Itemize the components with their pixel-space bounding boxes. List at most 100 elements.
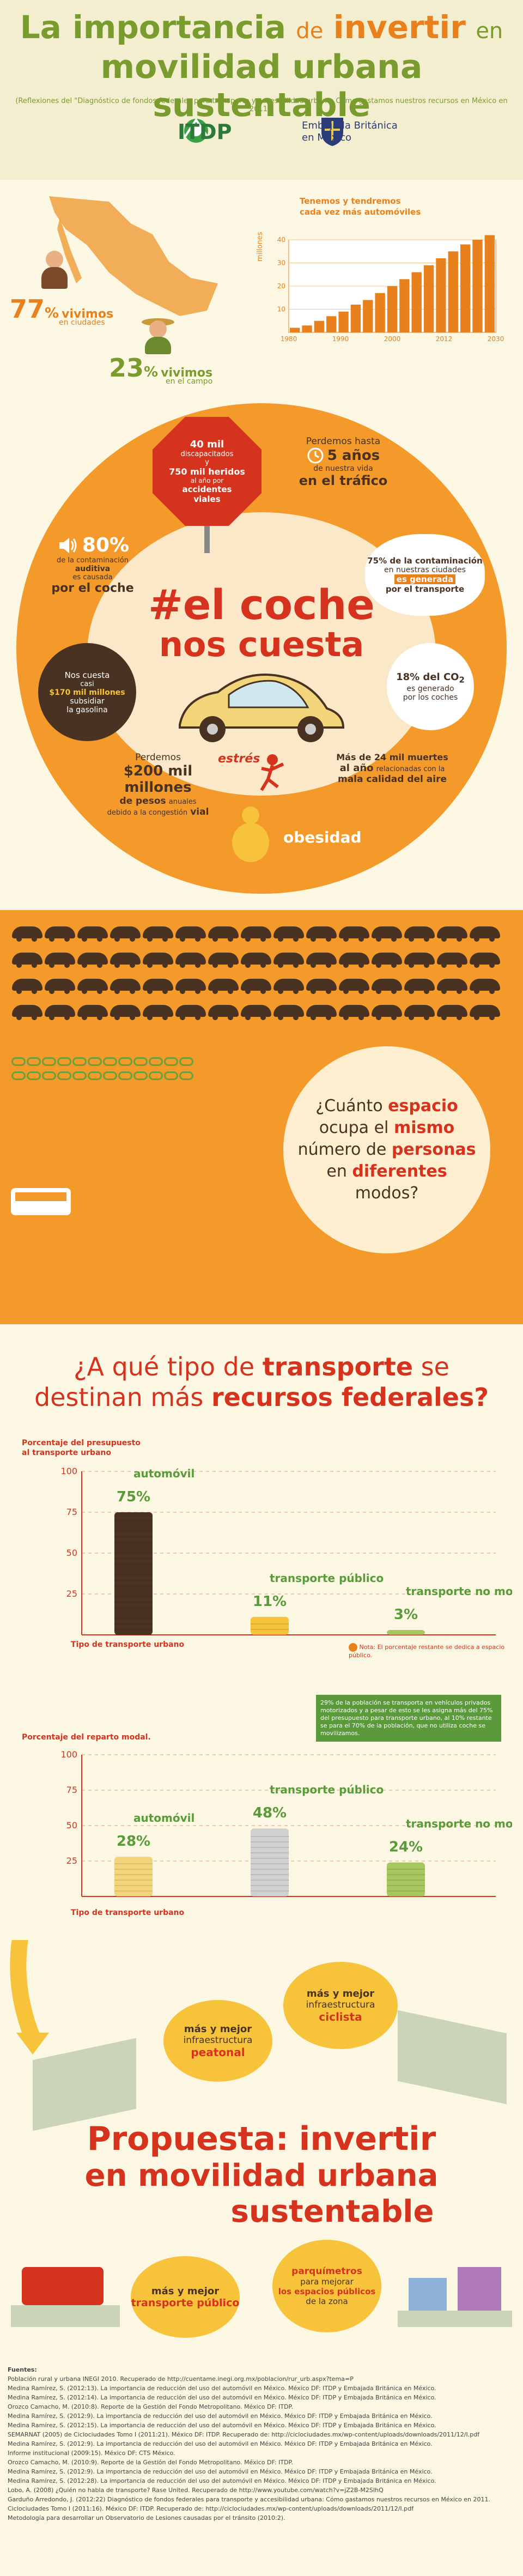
car-cost-circle: 40 mil discapacitados y 750 mil heridos … [16, 403, 507, 894]
itdp-logo-text: ITDP [178, 120, 232, 144]
bus-icon [11, 1188, 71, 1215]
uk-logo-line1: Embajada Británica [302, 120, 398, 131]
stat-text: anuales [168, 798, 197, 806]
y-tick-label: 25 [66, 1589, 77, 1599]
source-line: Medina Ramírez, S. (2012:28). La importa… [8, 2477, 436, 2484]
source-line: Orozco Camacho, M. (2010:9). Reporte de … [8, 2459, 293, 2466]
question-text: personas [391, 1140, 476, 1159]
stat-value: 80% [82, 534, 130, 556]
title-word: sustentable [230, 2194, 434, 2229]
question-text: diferentes [352, 1162, 447, 1181]
bubble-text: los espacios públicos [278, 2287, 376, 2296]
chart-bar [387, 1630, 425, 1635]
source-line: Informe institucional (2009:15). México … [8, 2450, 175, 2457]
title-word: invertir [299, 2120, 436, 2158]
stat-co2: 18% del CO2 es generado por los coches [387, 643, 474, 730]
title-word: recursos federales? [211, 1383, 489, 1412]
y-tick-label: 50 [66, 1820, 77, 1831]
stat-noise: 80% de la contaminación auditiva es caus… [33, 534, 153, 595]
x-tick-label: 2012 [436, 335, 453, 343]
proposal-section: más y mejor infraestructura peatonal más… [0, 1940, 523, 2354]
stat-text: es generado [406, 684, 454, 694]
title-word: transporte [262, 1352, 413, 1381]
chart-note-text: Nota: El porcentaje restante se dedica a… [349, 1644, 505, 1659]
stat-text: de la contaminación [57, 556, 129, 565]
y-tick-label: 75 [66, 1785, 77, 1795]
y-tick-label: 100 [60, 1749, 77, 1760]
bar-value-label: 28% [117, 1833, 150, 1850]
space-section: ¿Cuánto espacio ocupa el mismo número de… [0, 910, 523, 1324]
question-text: número de [297, 1140, 387, 1159]
chart-title-1: Tenemos y tendremos [300, 196, 401, 206]
chart-title-2: cada vez más automóviles [300, 207, 421, 217]
bubble-text: para mejorar [300, 2277, 354, 2287]
budget-chart-svg: 100 75 50 25 automóvil 75% transporte público 1… [60, 1466, 512, 1635]
stat-text: es generada [394, 574, 456, 584]
bar-category-label: transporte no motorizado [406, 1817, 512, 1831]
stat-text: Perdemos hasta [306, 436, 381, 447]
bar-value-label: 48% [253, 1805, 287, 1821]
chart-ylabel: Porcentaje del reparto modal. [22, 1733, 151, 1742]
chart-bar [114, 1857, 153, 1896]
stat-text: la gasolina [66, 705, 108, 714]
y-tick-label: 10 [277, 306, 285, 313]
stat-obesity: obesidad [283, 828, 362, 846]
y-tick-label: 25 [66, 1856, 77, 1866]
stat-text: debido a la congestión [107, 809, 188, 817]
uk-embassy-logo[interactable]: Embajada Británica en México [267, 113, 398, 148]
stat-subsidy: Nos cuesta casi $170 mil millones subsid… [38, 643, 136, 741]
stat-text: Perdemos [135, 752, 181, 763]
stat-text: relacionadas con la [376, 765, 445, 773]
uk-logo-line2: en México [302, 132, 352, 143]
y-tick-label: 30 [277, 259, 285, 267]
itdp-logo[interactable]: ITDP [142, 114, 251, 147]
stat-value: millones [124, 779, 192, 796]
source-line: Ciclociudades Tomo I (2011:16). México D… [8, 2505, 414, 2512]
chart-xlabel: Tipo de transporte urbano [71, 1640, 185, 1649]
bubble-text: transporte público [131, 2296, 240, 2309]
stat-text: en el tráfico [299, 473, 388, 488]
stat-text: auditiva [75, 565, 111, 573]
bubble-text: ciclista [319, 2010, 362, 2023]
headline-line2: nos cuesta [159, 625, 364, 664]
clock-icon [307, 447, 324, 464]
stat-text: en nuestras ciudades [384, 566, 466, 574]
page-title-line1: La importancia de invertir en [0, 10, 523, 49]
bar-value-label: 11% [253, 1593, 287, 1610]
bubble-text: más y mejor [151, 2285, 220, 2297]
sources-section: Fuentes: Población rural y urbana INEGI … [8, 2365, 514, 2523]
car-stack-bar [314, 320, 325, 332]
stat-value: 5 años [327, 447, 380, 464]
beetle-car-icon [179, 674, 345, 742]
page-title-line2: movilidad urbana sustentable [100, 48, 423, 124]
title-word: se [421, 1352, 449, 1381]
sources-heading: Fuentes: [8, 2366, 37, 2373]
bar-category-label: automóvil [133, 1811, 194, 1825]
obese-person-icon [229, 807, 272, 866]
chart-xlabel: Tipo de transporte urbano [71, 1908, 185, 1917]
question-text: en [326, 1162, 347, 1181]
bubble-text: infraestructura [183, 2034, 253, 2046]
stat-stress: estrés [218, 752, 260, 766]
stat-text: de nuestra vida [313, 464, 373, 473]
bus-station-illustration [11, 2245, 120, 2332]
stat-text: viales [193, 494, 221, 504]
bubble-text: más y mejor [306, 1987, 375, 1999]
bar-value-label: 75% [117, 1489, 150, 1505]
page-subtitle: (Reflexiones del "Diagnóstico de fondos … [15, 97, 508, 113]
stressed-person-icon [260, 754, 284, 791]
stat-text: 750 mil heridos [169, 466, 245, 477]
coat-of-arms-icon [321, 118, 343, 146]
source-line: Medina Ramírez, S. (2012:9). La importan… [8, 2413, 433, 2420]
source-line: Lobo, A. (2008) ¿Quién no habla de trans… [8, 2487, 384, 2494]
question-text: modos? [355, 1184, 419, 1203]
title-word: invertir [333, 9, 466, 46]
x-tick-label: 2000 [384, 335, 401, 343]
source-line: Medina Ramírez, S. (2012:15). La importa… [8, 2422, 436, 2429]
proposal-arrow [10, 1940, 49, 2054]
chart-ylabel: millones [256, 232, 264, 262]
car-stack-bar [472, 240, 483, 332]
car-stack-bar [375, 293, 385, 332]
stat-text: subsidiar [70, 696, 105, 706]
title-word: en [476, 19, 503, 44]
